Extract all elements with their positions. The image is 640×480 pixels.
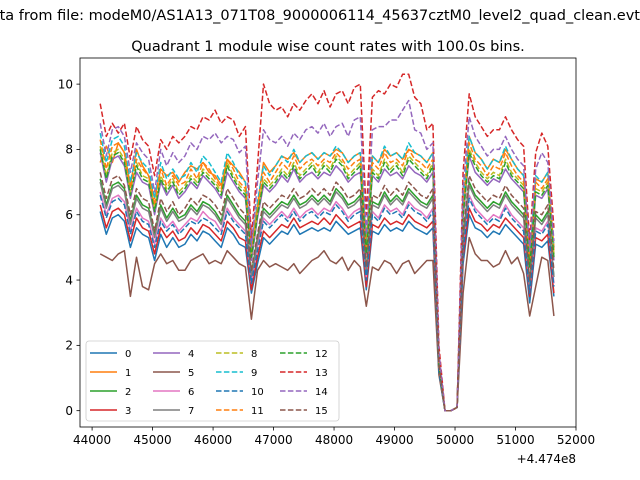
legend-label-10: 10 bbox=[251, 387, 264, 398]
series-line-9 bbox=[99, 132, 555, 412]
legend-label-6: 6 bbox=[188, 387, 194, 398]
legend-label-4: 4 bbox=[188, 349, 194, 360]
plot-area: 44000 45000 46000 47000 48000 49000 50000 51000… bbox=[58, 57, 595, 466]
y-tick-label: 2 bbox=[65, 339, 73, 353]
x-tick-label: 49000 bbox=[375, 433, 413, 447]
legend-label-12: 12 bbox=[315, 349, 328, 360]
series-line-14 bbox=[99, 99, 555, 412]
series-line-2 bbox=[99, 178, 555, 412]
y-tick-label: 6 bbox=[65, 208, 73, 222]
y-tick-label: 10 bbox=[58, 77, 73, 91]
series-line-6 bbox=[99, 191, 555, 412]
figure-suptitle-text: Data from file: modeM0/AS1A13_071T08_900… bbox=[0, 8, 640, 24]
y-tick-label: 8 bbox=[65, 143, 73, 157]
x-tick-label: 47000 bbox=[254, 433, 292, 447]
x-offset-label: +4.474e8 bbox=[517, 452, 576, 466]
series-line-5 bbox=[99, 236, 555, 412]
legend-label-2: 2 bbox=[125, 387, 131, 398]
y-tick-label: 0 bbox=[65, 404, 73, 418]
axes-frame bbox=[79, 57, 577, 428]
x-tick-label: 48000 bbox=[315, 433, 353, 447]
series-line-0 bbox=[99, 211, 555, 412]
x-tick-label: 44000 bbox=[73, 433, 111, 447]
series-line-7 bbox=[99, 181, 555, 412]
legend-label-14: 14 bbox=[315, 387, 328, 398]
legend-frame bbox=[85, 340, 340, 422]
series-line-15 bbox=[99, 172, 555, 412]
x-tick-label: 46000 bbox=[194, 433, 232, 447]
x-tick-label: 52000 bbox=[557, 433, 595, 447]
legend-label-3: 3 bbox=[125, 406, 131, 417]
legend-label-9: 9 bbox=[251, 368, 257, 379]
x-tick-label: 50000 bbox=[436, 433, 474, 447]
legend-label-11: 11 bbox=[251, 406, 264, 417]
legend-label-8: 8 bbox=[251, 349, 257, 360]
x-tick-label: 45000 bbox=[133, 433, 171, 447]
legend-label-15: 15 bbox=[315, 406, 328, 417]
series-line-3 bbox=[99, 204, 555, 412]
series-line-13 bbox=[99, 73, 555, 412]
chart-title: Quadrant 1 module wise count rates with … bbox=[131, 39, 525, 55]
series-line-11 bbox=[99, 139, 555, 412]
legend-label-13: 13 bbox=[315, 368, 328, 379]
series-line-8 bbox=[99, 146, 555, 412]
series-group bbox=[99, 73, 555, 412]
legend-label-0: 0 bbox=[125, 349, 131, 360]
series-line-12 bbox=[99, 149, 555, 412]
legend-label-1: 1 bbox=[125, 368, 131, 379]
series-line-4 bbox=[99, 152, 555, 412]
y-tick-label: 4 bbox=[65, 273, 73, 287]
x-tick-label: 51000 bbox=[496, 433, 534, 447]
legend-label-7: 7 bbox=[188, 406, 194, 417]
legend-label-5: 5 bbox=[188, 368, 194, 379]
figure-suptitle: Data from file: modeM0/AS1A13_071T08_900… bbox=[0, 8, 640, 28]
series-line-10 bbox=[99, 195, 555, 412]
